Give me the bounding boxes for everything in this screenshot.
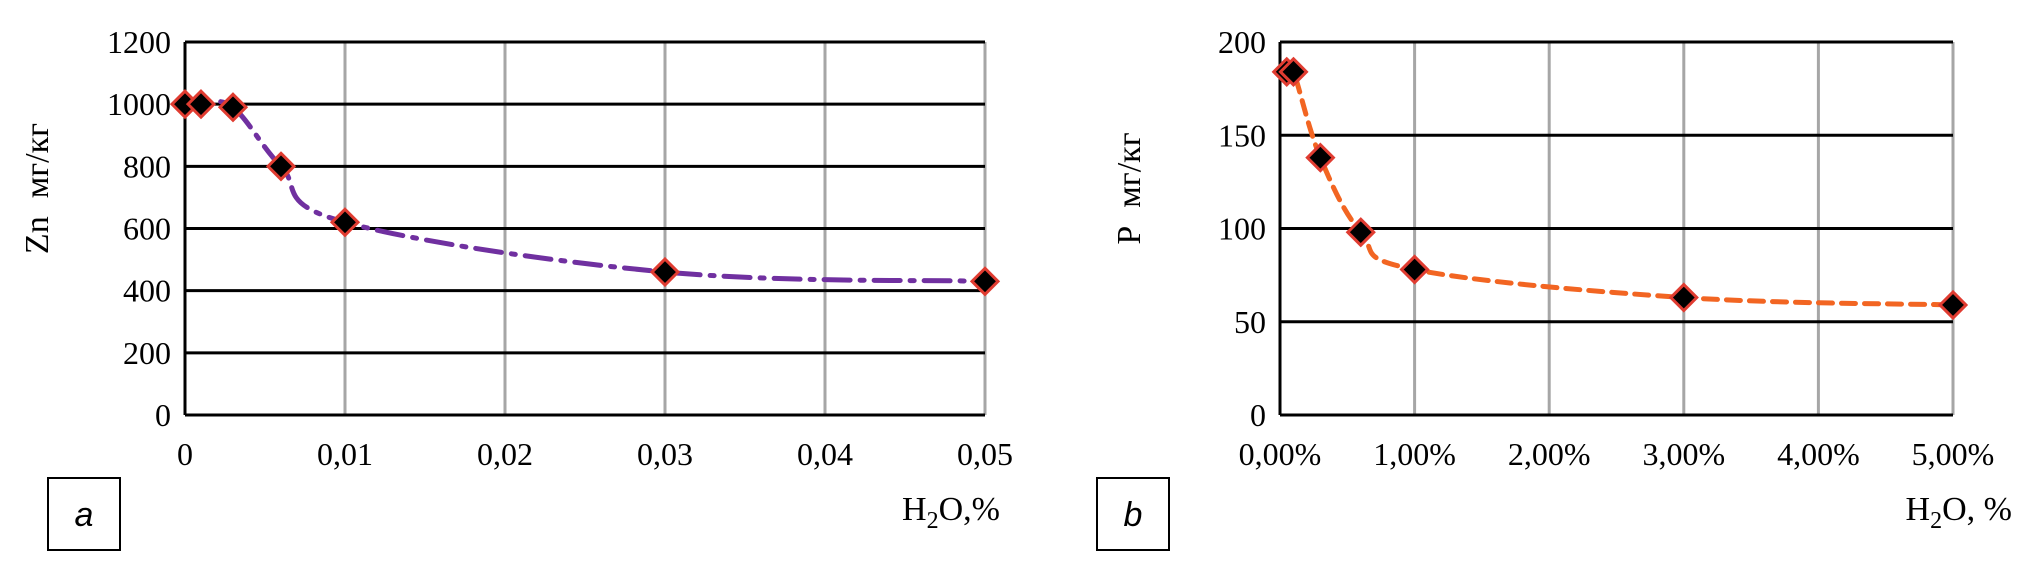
y-axis-variable: P <box>1111 226 1148 245</box>
chart-b-svg: 0 50 100 150 200 0,00% 1,00% 2,00% 3,00% 4,00% 5,0… <box>1096 24 2012 551</box>
series-line <box>182 99 988 284</box>
panel-label: a <box>75 496 94 534</box>
data-point-marker <box>1345 217 1376 248</box>
y-tick-label: 200 <box>1218 24 1266 60</box>
y-tick-label: 150 <box>1218 117 1266 153</box>
x-axis-label-h: H <box>1906 491 1931 528</box>
x-tick-label: 0,01 <box>317 436 373 472</box>
series-line <box>1284 62 1956 308</box>
y-tick-label: 50 <box>1234 304 1266 340</box>
y-tick-label: 400 <box>123 273 171 309</box>
x-tick-label: 0,03 <box>637 436 693 472</box>
grid <box>185 40 987 415</box>
x-tick-label: 0,00% <box>1239 436 1322 472</box>
chart-panel-a: 0 200 400 600 800 1000 1200 0 0,01 0,02 0,03 0,04 0,… <box>19 24 1013 551</box>
y-tick-label: 0 <box>155 397 171 433</box>
y-tick-label: 0 <box>1250 397 1266 433</box>
data-point-marker <box>1399 254 1430 285</box>
x-axis-label-subscript: 2 <box>1930 508 1942 534</box>
y-axis-unit: мг/кг <box>19 123 56 198</box>
data-point-marker <box>1668 282 1699 313</box>
panel-label-box <box>1096 477 1170 551</box>
data-point-marker <box>649 256 681 288</box>
panel-label: b <box>1124 496 1143 534</box>
x-tick-label: 3,00% <box>1642 436 1725 472</box>
y-axis-label: Pмг/кг <box>1111 132 1148 244</box>
y-tick-label: 100 <box>1218 211 1266 247</box>
y-tick-label: 600 <box>123 211 171 247</box>
x-tick-label: 1,00% <box>1373 436 1456 472</box>
data-point-marker <box>217 92 249 123</box>
x-tick-label: 0,04 <box>797 436 853 472</box>
data-point-marker <box>1937 289 1969 321</box>
chart-panel-b: 0 50 100 150 200 0,00% 1,00% 2,00% 3,00% 4,00% 5,0… <box>1040 0 2020 578</box>
data-point-marker <box>969 266 1001 297</box>
y-tick-label: 200 <box>123 335 171 371</box>
x-axis-label-subscript: 2 <box>927 508 939 534</box>
data-point-marker <box>185 89 217 120</box>
x-tick-label: 2,00% <box>1508 436 1591 472</box>
x-tick-label: 0,02 <box>477 436 533 472</box>
data-point-marker <box>265 151 297 182</box>
y-axis-variable: Zn <box>19 216 56 254</box>
data-point-marker <box>1278 56 1309 87</box>
x-axis-label-h: H <box>902 491 927 528</box>
grid <box>1280 40 1955 415</box>
y-tick-label: 1000 <box>107 86 171 122</box>
y-axis-label: Zn мг/кг <box>19 123 56 254</box>
x-axis-label-rest: O,% <box>939 491 1000 528</box>
data-point-marker <box>329 207 361 238</box>
x-axis-label: H2O,% <box>902 491 1000 534</box>
x-tick-label: 4,00% <box>1777 436 1860 472</box>
x-axis-label-rest: O, % <box>1942 491 2012 528</box>
data-point-marker <box>1305 142 1336 173</box>
x-axis-label: H2O, % <box>1906 491 2012 534</box>
x-tick-label: 0 <box>177 436 193 472</box>
panel-label-box <box>47 477 121 551</box>
y-axis-unit: мг/кг <box>1111 132 1148 207</box>
y-tick-label: 1200 <box>107 24 171 60</box>
x-tick-label: 5,00% <box>1912 436 1995 472</box>
x-tick-label: 0,05 <box>957 436 1013 472</box>
chart-a-svg: 0 200 400 600 800 1000 1200 0 0,01 0,02 0,03 0,04 0,… <box>19 24 1013 551</box>
y-tick-label: 800 <box>123 148 171 184</box>
